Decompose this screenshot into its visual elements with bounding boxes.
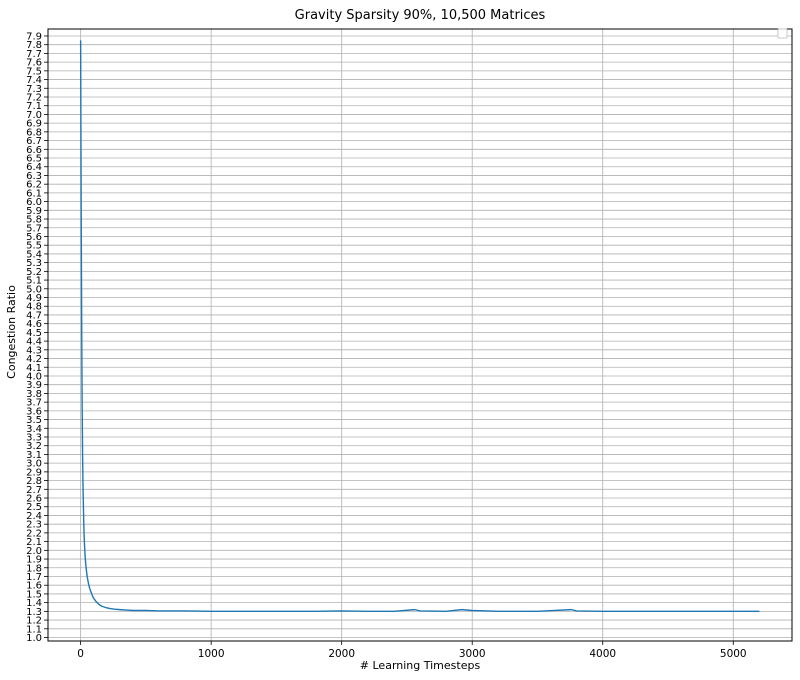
y-tick-label: 2.9 — [26, 467, 42, 478]
y-tick-label: 3.7 — [26, 398, 42, 409]
y-tick-label: 1.2 — [26, 616, 42, 627]
y-tick-label: 4.5 — [26, 328, 42, 339]
x-tick-label: 0 — [77, 648, 84, 660]
y-tick-label: 7.0 — [26, 110, 42, 121]
y-tick-label: 6.8 — [26, 127, 42, 138]
grid-layer — [48, 29, 792, 641]
y-tick-label: 4.6 — [26, 319, 42, 330]
series-layer — [79, 40, 760, 613]
y-tick-label: 2.8 — [26, 476, 42, 487]
y-tick-label: 7.2 — [26, 93, 42, 104]
y-tick-label: 2.3 — [26, 520, 42, 531]
y-tick-label: 4.9 — [26, 293, 42, 304]
y-tick-label: 4.8 — [26, 302, 42, 313]
y-tick-label: 4.4 — [26, 337, 42, 348]
y-tick-label: 6.3 — [26, 171, 42, 182]
y-tick-label: 2.7 — [26, 485, 42, 496]
y-tick-label: 1.9 — [26, 555, 42, 566]
y-tick-label: 1.3 — [26, 607, 42, 618]
y-tick-label: 6.0 — [26, 197, 42, 208]
tick-layer: 0 1000 2000 3000 4000 50001.01.11.21.31.41.51… — [26, 31, 747, 660]
plot-frame — [47, 28, 793, 642]
y-tick-label: 5.6 — [26, 232, 42, 243]
y-tick-label: 2.5 — [26, 502, 42, 513]
legend-box — [777, 28, 788, 39]
y-tick-label: 4.1 — [26, 363, 42, 374]
x-tick-label: 3000 — [459, 648, 486, 660]
x-tick-label: 5000 — [720, 648, 747, 660]
y-tick-label: 2.1 — [26, 537, 42, 548]
y-tick-label: 1.7 — [26, 572, 42, 583]
x-tick-label: 1000 — [198, 648, 225, 660]
y-tick-label: 1.5 — [26, 589, 42, 600]
y-tick-label: 4.3 — [26, 345, 42, 356]
y-tick-label: 1.6 — [26, 581, 42, 592]
y-tick-label: 7.5 — [26, 66, 42, 77]
y-tick-label: 7.7 — [26, 49, 42, 60]
y-tick-label: 6.2 — [26, 180, 42, 191]
y-tick-label: 4.2 — [26, 354, 42, 365]
y-tick-label: 6.4 — [26, 162, 42, 173]
x-tick-label: 4000 — [589, 648, 616, 660]
y-tick-label: 3.5 — [26, 415, 42, 426]
y-tick-label: 5.2 — [26, 267, 42, 278]
y-tick-label: 6.9 — [26, 119, 42, 130]
y-tick-label: 7.6 — [26, 58, 42, 69]
chart-title: Gravity Sparsity 90%, 10,500 Matrices — [295, 8, 546, 23]
y-tick-label: 1.0 — [26, 633, 42, 644]
y-tick-label: 5.1 — [26, 276, 42, 287]
y-tick-label: 2.6 — [26, 494, 42, 505]
y-tick-label: 5.5 — [26, 241, 42, 252]
y-tick-label: 5.3 — [26, 258, 42, 269]
y-tick-label: 6.7 — [26, 136, 42, 147]
y-tick-label: 1.8 — [26, 563, 42, 574]
y-tick-label: 3.3 — [26, 433, 42, 444]
y-tick-label: 5.9 — [26, 206, 42, 217]
y-tick-label: 3.2 — [26, 441, 42, 452]
y-tick-label: 7.1 — [26, 101, 42, 112]
y-tick-label: 4.0 — [26, 371, 42, 382]
y-tick-label: 1.1 — [26, 624, 42, 635]
y-tick-label: 7.8 — [26, 40, 42, 51]
y-tick-label: 6.6 — [26, 145, 42, 156]
y-tick-label: 6.1 — [26, 188, 42, 199]
y-tick-label: 7.3 — [26, 84, 42, 95]
y-tick-label: 2.2 — [26, 528, 42, 539]
y-tick-label: 6.5 — [26, 154, 42, 165]
y-tick-label: 3.9 — [26, 380, 42, 391]
y-tick-label: 7.4 — [26, 75, 42, 86]
y-tick-label: 3.1 — [26, 450, 42, 461]
y-tick-label: 7.9 — [26, 31, 42, 42]
y-tick-label: 1.4 — [26, 598, 42, 609]
y-tick-label: 2.0 — [26, 546, 42, 557]
y-tick-label: 5.0 — [26, 284, 42, 295]
x-tick-label: 2000 — [328, 648, 355, 660]
y-tick-label: 5.4 — [26, 249, 42, 260]
y-tick-label: 5.8 — [26, 215, 42, 226]
y-tick-label: 3.0 — [26, 459, 42, 470]
series-line — [79, 40, 760, 613]
y-tick-label: 4.7 — [26, 310, 42, 321]
y-tick-label: 5.7 — [26, 223, 42, 234]
y-tick-label: 3.4 — [26, 424, 42, 435]
y-tick-label: 3.6 — [26, 406, 42, 417]
y-tick-label: 3.8 — [26, 389, 42, 400]
y-axis-label: Congestion Ratio — [5, 285, 18, 379]
x-axis-label: # Learning Timesteps — [360, 659, 481, 672]
y-tick-label: 2.4 — [26, 511, 42, 522]
